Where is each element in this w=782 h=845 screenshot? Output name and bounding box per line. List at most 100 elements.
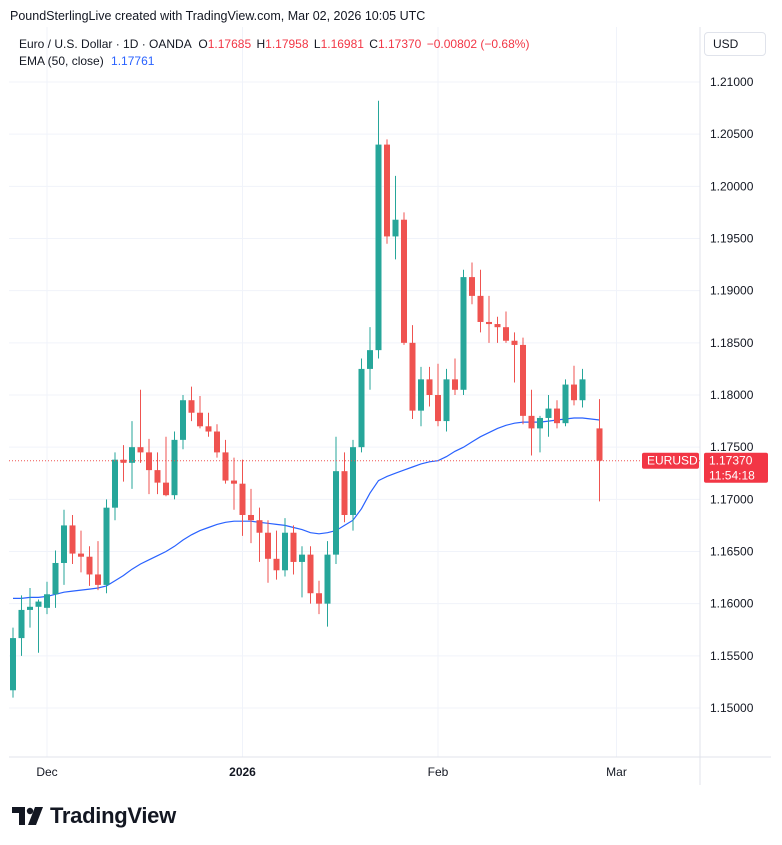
tradingview-logo[interactable]: TradingView [12,803,176,829]
candle-body [367,350,373,369]
candle [333,436,339,565]
price-tick-label: 1.19000 [710,284,754,298]
candle-body [333,471,339,555]
candle-body [426,379,433,395]
candle-body [154,470,161,483]
candle-body [469,277,475,296]
candle [256,507,263,562]
candle [18,595,25,656]
candle-body [375,144,382,351]
candle [61,509,67,585]
candle [163,436,169,497]
price-tick-label: 1.17500 [710,440,754,454]
price-tick-label: 1.16500 [710,545,754,559]
close-value: 1.17370 [377,37,422,51]
ema-label: EMA (50, close) [19,54,104,68]
time-tick-label: Feb [428,765,449,779]
candle-body [273,558,280,571]
candle-body [418,379,424,411]
candle-body [214,431,220,453]
candle [469,262,475,305]
price-tick-label: 1.18000 [710,388,754,402]
price-tag: EURUSD 1.17370 11:54:18 [642,452,768,483]
candle [78,530,84,573]
candle-body [103,507,110,585]
candle-body [435,395,441,422]
candle [180,395,186,450]
candle [171,431,178,500]
candle [596,399,603,502]
candle-body [358,368,365,448]
candle-body [477,295,484,322]
candle [95,541,101,591]
candle-body [545,408,552,418]
candle [239,459,246,536]
candle [511,332,518,383]
candle-body [35,601,42,607]
candle-body [528,415,535,429]
chart-legend: Euro / U.S. Dollar · 1D · OANDA O1.17685… [19,36,529,70]
candle-body [579,379,586,401]
candle-body [61,525,67,563]
symbol-description[interactable]: Euro / U.S. Dollar · 1D · OANDA [19,37,192,51]
candle-body [256,520,263,533]
candle [120,445,127,482]
last-price-tag [704,452,768,483]
candle-body [10,638,16,691]
candle-body [392,219,399,237]
candle-body [69,525,76,554]
candle-body [554,408,560,424]
open-value: 1.17685 [207,37,252,51]
candle-body [52,562,59,595]
candle-body [239,483,246,515]
candle-body [137,447,144,453]
ema-row[interactable]: EMA (50, close) 1.17761 [19,53,529,70]
candle [503,311,509,343]
candle [214,424,220,458]
candle-body [401,219,407,343]
candle-body [112,459,118,508]
price-tick-label: 1.15000 [710,701,754,715]
candle-body [222,452,229,481]
candle [290,525,297,575]
candle [316,580,322,615]
candle [307,546,314,604]
candle-body [350,447,356,515]
candle [188,386,195,422]
price-tick-label: 1.18500 [710,336,754,350]
candle-body [596,428,603,461]
price-tick-label: 1.20000 [710,179,754,193]
change-value: −0.00802 (−0.68%) [426,37,530,51]
candle [103,499,110,594]
symbol-tag-label: EURUSD [647,454,698,468]
candle-body [78,553,84,557]
candle-body [316,593,322,604]
candle [562,379,569,427]
candle [392,175,399,260]
candle-body [205,426,212,432]
candle-body [486,321,492,325]
low-value: 1.16981 [320,37,364,51]
candle-body [27,606,33,610]
candle [282,518,288,577]
candle [384,139,390,244]
candle [494,316,501,343]
candle [571,365,577,406]
candle-body [460,277,467,390]
candle [426,366,433,407]
candle [222,439,229,484]
candle-body [44,594,50,608]
candle-body [537,417,543,429]
candle [112,452,118,521]
candle-body [18,609,25,639]
price-tick-label: 1.20500 [710,127,754,141]
candle-body [129,447,135,463]
price-axis[interactable]: 1.21000 1.20500 1.20000 1.19500 1.19000 1.185… [710,75,754,715]
ema-value: 1.17761 [111,54,155,68]
candle-body [341,471,348,515]
candle-body [443,379,450,422]
high-value: 1.17958 [265,37,309,51]
currency-button[interactable]: USD [704,32,766,56]
time-axis[interactable]: Dec 2026 Feb Mar [36,765,627,779]
